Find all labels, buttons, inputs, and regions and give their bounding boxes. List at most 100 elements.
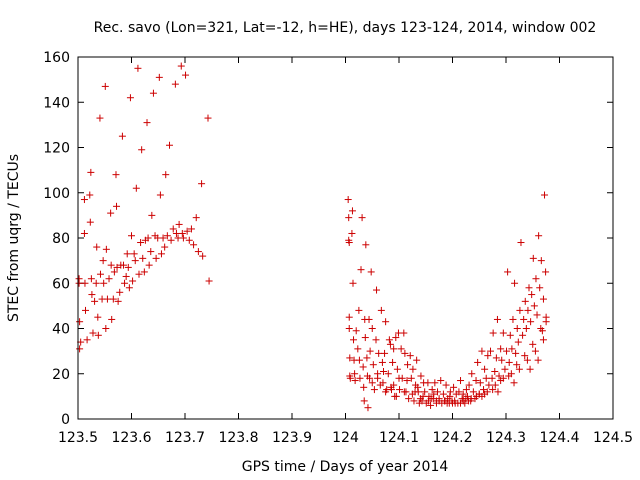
data-point (489, 386, 497, 394)
data-point (152, 254, 160, 262)
data-point (521, 297, 529, 305)
data-point (510, 379, 518, 387)
data-point (135, 270, 143, 278)
data-point (140, 268, 148, 276)
data-point (497, 377, 505, 385)
data-point (539, 295, 547, 303)
x-tick-label: 123.8 (218, 430, 258, 446)
data-point (457, 377, 465, 385)
data-point (125, 284, 133, 292)
data-point (519, 331, 527, 339)
data-point (130, 250, 138, 258)
data-point (424, 379, 432, 387)
data-point (449, 399, 456, 407)
data-point (459, 390, 467, 398)
data-point (372, 336, 380, 344)
data-point (198, 180, 206, 188)
data-point (522, 325, 530, 332)
data-point (400, 388, 408, 396)
data-point (417, 372, 425, 380)
data-point (101, 82, 109, 90)
data-point (517, 239, 525, 247)
data-point (472, 377, 480, 385)
data-point (91, 297, 99, 305)
data-point (530, 302, 538, 310)
data-point (159, 234, 167, 242)
data-point (439, 390, 447, 398)
data-point (112, 171, 120, 179)
data-point (354, 345, 362, 353)
data-point (76, 345, 84, 353)
data-point (455, 388, 463, 396)
data-point (352, 327, 360, 335)
x-tick-label: 123.7 (165, 430, 205, 446)
data-point (344, 196, 352, 204)
data-point (397, 345, 405, 353)
x-tick-label: 123.9 (272, 430, 312, 446)
data-point (382, 388, 390, 396)
data-point (345, 325, 353, 332)
data-point (345, 239, 353, 247)
data-point (163, 232, 171, 240)
data-point (539, 336, 547, 344)
data-point (92, 279, 100, 287)
data-point (515, 365, 523, 373)
data-point (527, 318, 535, 326)
data-point (432, 397, 440, 405)
data-point (345, 214, 353, 222)
data-point (442, 381, 450, 389)
x-tick-label: 124.1 (379, 430, 419, 446)
data-point (529, 254, 537, 262)
data-point (147, 248, 155, 256)
data-point (513, 325, 521, 332)
data-point (360, 383, 368, 391)
data-point (536, 284, 544, 292)
data-point (407, 374, 415, 382)
data-point (488, 374, 496, 382)
data-point (349, 279, 357, 287)
data-point (366, 374, 374, 382)
y-tick-labels: 0 20 40 60 80 100 120 140 160 (43, 50, 70, 428)
y-tick-label: 40 (52, 322, 70, 338)
data-point (499, 329, 507, 337)
data-point (392, 392, 400, 400)
data-point (357, 266, 365, 274)
data-point (462, 395, 470, 403)
data-point (381, 349, 389, 357)
data-point (131, 257, 139, 265)
data-point (87, 275, 95, 283)
data-point (156, 191, 164, 199)
data-point (450, 383, 458, 391)
data-point (377, 306, 385, 314)
data-point (405, 395, 413, 403)
data-point (155, 73, 163, 81)
data-point (86, 191, 94, 199)
data-point (96, 114, 104, 122)
data-point (83, 336, 91, 344)
data-point (516, 306, 524, 314)
data-point (358, 214, 366, 222)
data-point (205, 277, 213, 285)
data-point (162, 171, 170, 179)
data-point (384, 370, 392, 378)
data-point (356, 374, 364, 382)
x-tick-label: 124.5 (593, 430, 633, 446)
data-point (410, 397, 418, 405)
data-point (478, 392, 486, 400)
data-point (171, 80, 179, 88)
data-point (446, 392, 454, 400)
data-point (430, 390, 438, 398)
data-point (513, 361, 521, 369)
data-point (491, 381, 499, 389)
data-point (76, 318, 84, 326)
data-point (165, 141, 173, 149)
data-point (390, 345, 398, 353)
data-point (145, 261, 153, 269)
data-point (110, 268, 118, 276)
data-point (96, 270, 104, 278)
data-point (504, 268, 512, 276)
data-point (542, 318, 550, 326)
data-point (523, 356, 531, 364)
data-point (102, 325, 110, 332)
data-point (139, 254, 147, 262)
